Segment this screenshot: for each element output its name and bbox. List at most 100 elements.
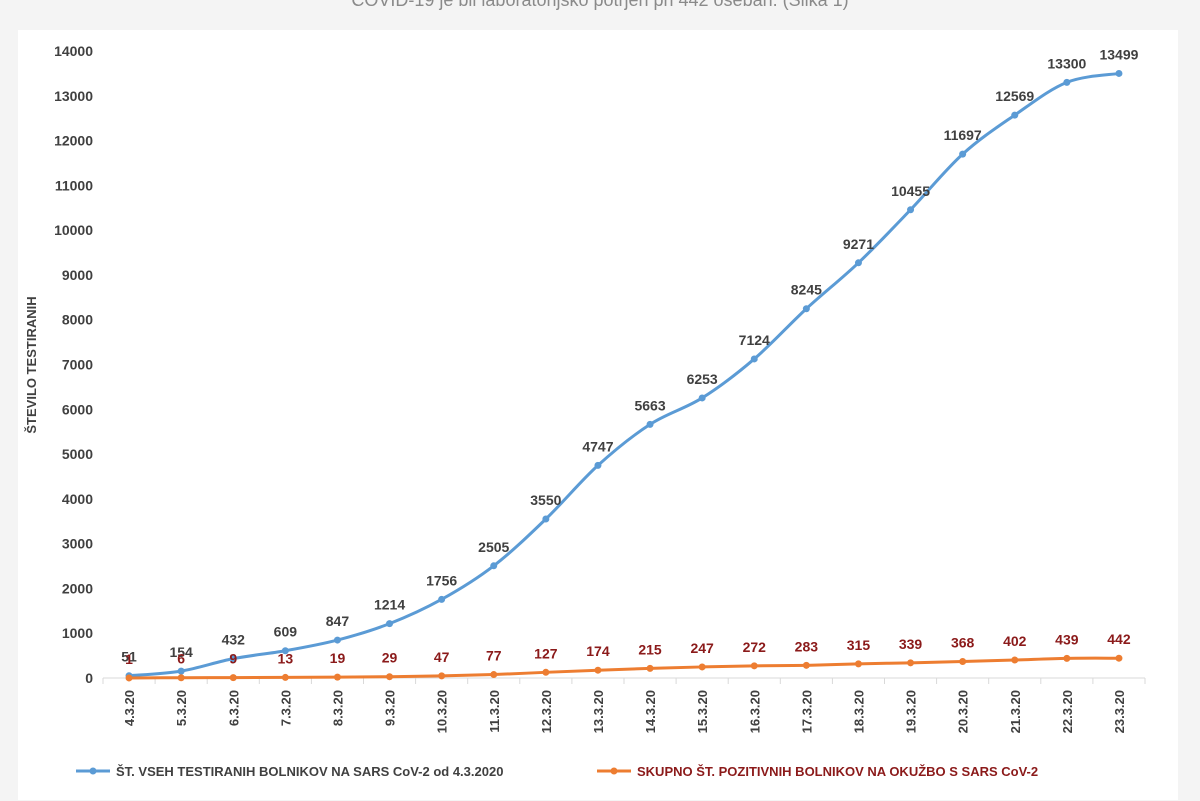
series-2-data-label: 247 [690,640,714,656]
y-axis-tick-label: 8000 [62,312,93,328]
series-points-group [125,69,1123,682]
series-1-point [646,420,654,428]
series-2-point [1063,654,1071,662]
series-1-point [854,259,862,267]
series-1-point [490,562,498,570]
series-1-point [750,355,758,363]
y-axis-tick-label: 0 [85,670,93,686]
x-axis-category-label: 10.3.20 [435,690,450,733]
y-axis-tick-label: 7000 [62,357,93,373]
y-axis-tick-label: 9000 [62,267,93,283]
series-1-data-label: 10455 [891,183,930,199]
series-2-data-label: 77 [486,648,502,664]
series-1-data-label: 2505 [478,539,509,555]
series-1-data-label: 7124 [739,332,770,348]
series-2-point [854,660,862,668]
series-2-point [333,673,341,681]
x-axis-category-label: 4.3.20 [122,690,137,726]
x-axis-category-label: 14.3.20 [643,690,658,733]
series-1-data-label: 13499 [1099,46,1138,62]
y-axis-tick-label: 1000 [62,625,93,641]
series-1-point [386,620,394,628]
x-axis-category-label: 16.3.20 [747,690,762,733]
series-2-data-label: 402 [1003,633,1027,649]
series-2-point [438,672,446,680]
x-axis-category-label: 20.3.20 [956,690,971,733]
series-1-data-label: 154 [169,644,193,660]
y-axis-tick-label: 12000 [54,133,93,149]
x-axis-category-label: 7.3.20 [278,690,293,726]
series-2-data-label: 127 [534,645,558,661]
legend: ŠT. VSEH TESTIRANIH BOLNIKOV NA SARS CoV… [76,764,1038,779]
y-axis-tick-label: 6000 [62,401,93,417]
x-axis-category-label: 11.3.20 [487,690,502,733]
y-axis-tick-label: 11000 [55,177,93,193]
series-1-data-label: 5663 [634,397,665,413]
series-1-point [438,595,446,603]
legend-marker-swatch [89,767,97,775]
series-2-point [698,663,706,671]
series-2-data-label: 442 [1107,631,1131,647]
series-1-data-label: 9271 [843,236,874,252]
series-2-data-label: 339 [899,636,923,652]
x-axis-category-label: 5.3.20 [174,690,189,726]
series-2-data-label: 272 [743,639,767,655]
series-lines-group [128,71,1120,680]
series-2-point [1115,654,1123,662]
series-1-data-label: 432 [222,632,246,648]
legend-entry-label: ŠT. VSEH TESTIRANIH BOLNIKOV NA SARS CoV… [116,764,503,779]
x-axis-category-label: 17.3.20 [799,690,814,733]
series-1-data-label: 847 [326,613,350,629]
series-2-point [490,671,498,679]
series-1-point [333,636,341,644]
x-axis-category-label: 18.3.20 [851,690,866,733]
legend-entry-label: SKUPNO ŠT. POZITIVNIH BOLNIKOV NA OKUŽBO… [637,764,1038,779]
series-1-point [1063,78,1071,86]
y-axis-tick-label: 3000 [62,536,93,552]
series-1-data-label: 12569 [995,88,1034,104]
series-2-point [646,664,654,672]
series-1-point [959,150,967,158]
series-1-point [907,206,915,214]
series-1-data-label: 8245 [791,282,822,298]
series-1-data-label: 609 [274,624,298,640]
series-1-data-label: 51 [121,649,137,665]
series-2-point [229,674,237,682]
series-2-point [1011,656,1019,664]
y-axis-tick-label: 5000 [62,446,93,462]
series-1-point [281,647,289,655]
series-2-point [386,673,394,681]
series-2-data-label: 13 [278,650,294,666]
series-2-point [959,658,967,666]
series-2-point [750,662,758,670]
y-axis-tick-label: 10000 [54,222,93,238]
x-axis-category-label: 13.3.20 [591,690,606,733]
series-2-data-label: 1 [125,651,133,667]
series-line-2 [129,656,1119,680]
y-axis-tick-label: 4000 [62,491,93,507]
series-2-point [125,674,133,682]
series-2-data-label: 283 [795,638,819,654]
y-axis-tick-label: 13000 [54,88,93,104]
series-1-point [542,515,550,523]
series-2-point [594,666,602,674]
x-axis-category-label: 9.3.20 [383,690,398,726]
series-1-data-label: 1756 [426,572,457,588]
series-1-point [698,394,706,402]
x-axis-category-label: 23.3.20 [1112,690,1127,733]
legend-marker-swatch [610,767,618,775]
series-2-data-label: 315 [847,637,871,653]
y-axis-title: ŠTEVILO TESTIRANIH [24,296,39,433]
y-axis-tick-label: 2000 [62,580,93,596]
top-caption: COVID-19 je bil laboratorijsko potrjen p… [351,0,849,10]
x-axis-category-label: 12.3.20 [539,690,554,733]
series-2-point [907,659,915,667]
x-axis-category-label: 19.3.20 [904,690,919,733]
series-2-data-label: 6 [177,651,185,667]
series-2-data-label: 174 [586,643,610,659]
series-2-point [281,673,289,681]
series-1-data-label: 11697 [944,127,982,143]
